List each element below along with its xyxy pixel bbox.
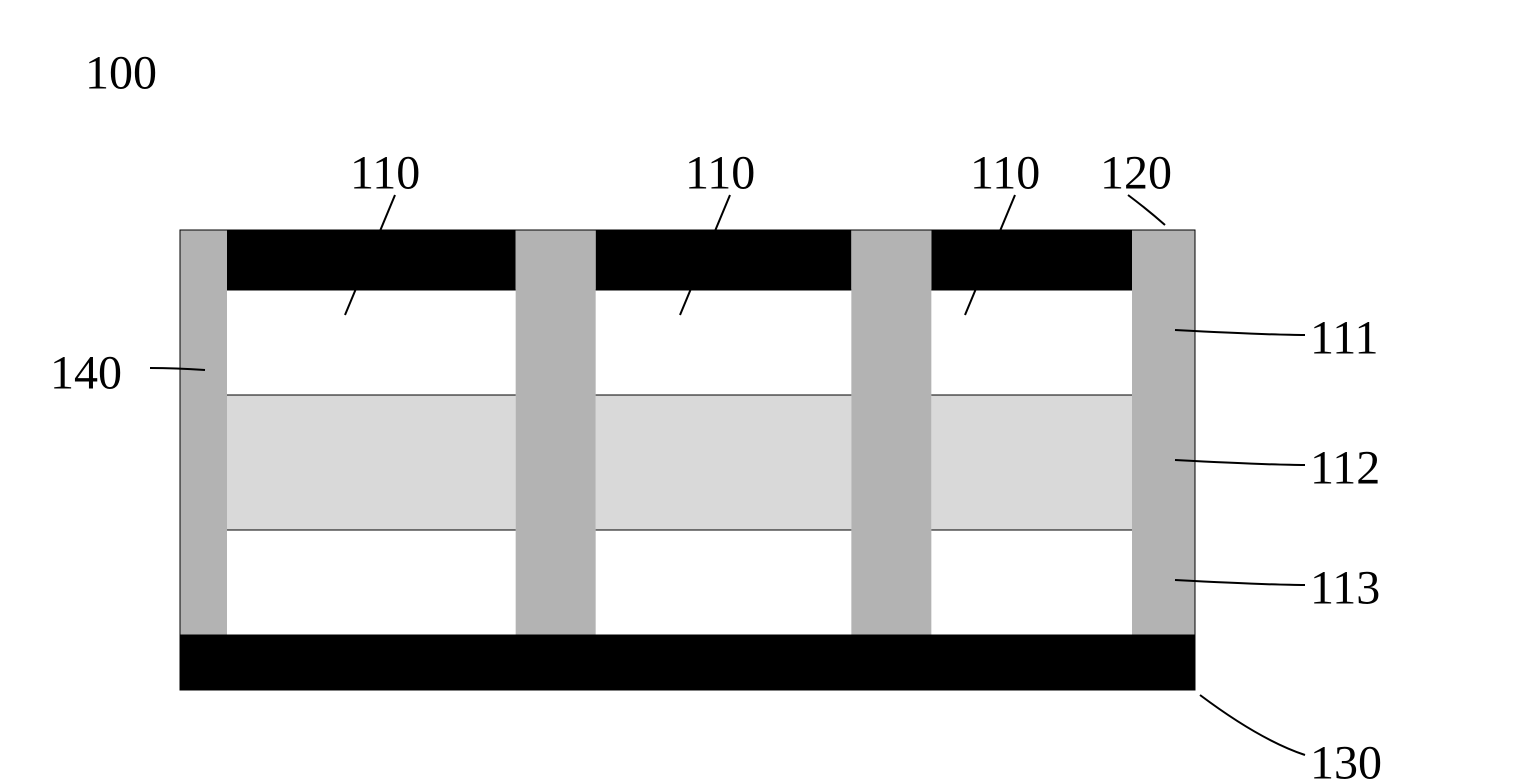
middle-layer-cell-3	[931, 395, 1132, 530]
lower-layer-cell-2	[596, 530, 852, 635]
base-layer	[180, 635, 1195, 690]
separator-column-2	[516, 230, 596, 635]
upper-layer-cell-3	[931, 290, 1132, 395]
leader-130	[1200, 695, 1305, 755]
top-electrode-layer-cell-2	[596, 230, 852, 290]
upper-layer-cell-1	[227, 290, 516, 395]
middle-layer-cell-1	[227, 395, 516, 530]
label-113: 113	[1310, 562, 1380, 615]
label-figure-ref: 100	[85, 47, 157, 100]
label-130: 130	[1310, 737, 1382, 784]
label-112: 112	[1310, 442, 1380, 495]
separator-column-4	[1132, 230, 1195, 635]
label-110-c: 110	[970, 147, 1040, 200]
middle-layer-cell-2	[596, 395, 852, 530]
separator-column-1	[180, 230, 227, 635]
lower-layer-cell-3	[931, 530, 1132, 635]
label-140: 140	[50, 347, 122, 400]
lower-layer-cell-1	[227, 530, 516, 635]
label-110-a: 110	[350, 147, 420, 200]
top-electrode-layer-cell-3	[931, 230, 1132, 290]
top-electrode-layer-cell-1	[227, 230, 516, 290]
separator-column-3	[851, 230, 931, 635]
upper-layer-cell-2	[596, 290, 852, 395]
label-120: 120	[1100, 147, 1172, 200]
label-110-b: 110	[685, 147, 755, 200]
label-111: 111	[1310, 312, 1378, 365]
cross-section-diagram: 100 110 110 110 120 111 112 113 130 140	[0, 0, 1524, 784]
